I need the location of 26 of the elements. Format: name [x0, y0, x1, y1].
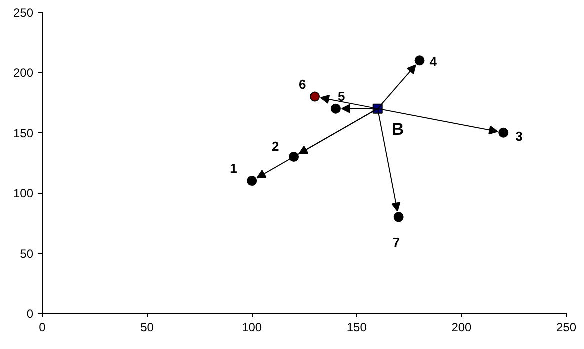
annotation: 3	[516, 128, 523, 144]
x-tick-label: 50	[140, 320, 154, 334]
y-tick-label: 150	[13, 126, 34, 140]
annotation: 2	[272, 138, 280, 154]
annotation: 1	[230, 161, 238, 176]
annotation: 7	[392, 235, 400, 250]
y-tick-label: 0	[26, 307, 34, 321]
x-tick-label: 100	[242, 320, 262, 334]
point	[330, 104, 341, 114]
point	[498, 128, 509, 138]
annotation: B	[392, 120, 404, 139]
point	[414, 56, 425, 66]
x-tick-label: 200	[452, 320, 472, 334]
y-tick-label: 250	[13, 6, 34, 20]
annotation: 5	[338, 88, 346, 104]
y-tick-label: 50	[20, 246, 34, 261]
x-tick-label: 250	[556, 320, 577, 334]
x-tick-label: 0	[39, 320, 46, 334]
x-tick-label: 150	[346, 320, 368, 334]
annotation: 4	[430, 54, 438, 70]
point	[247, 176, 258, 186]
y-tick-label: 200	[13, 66, 34, 80]
y-tick-label: 100	[13, 186, 34, 201]
point	[394, 212, 404, 222]
point	[310, 92, 320, 102]
annotation: 6	[298, 76, 306, 92]
